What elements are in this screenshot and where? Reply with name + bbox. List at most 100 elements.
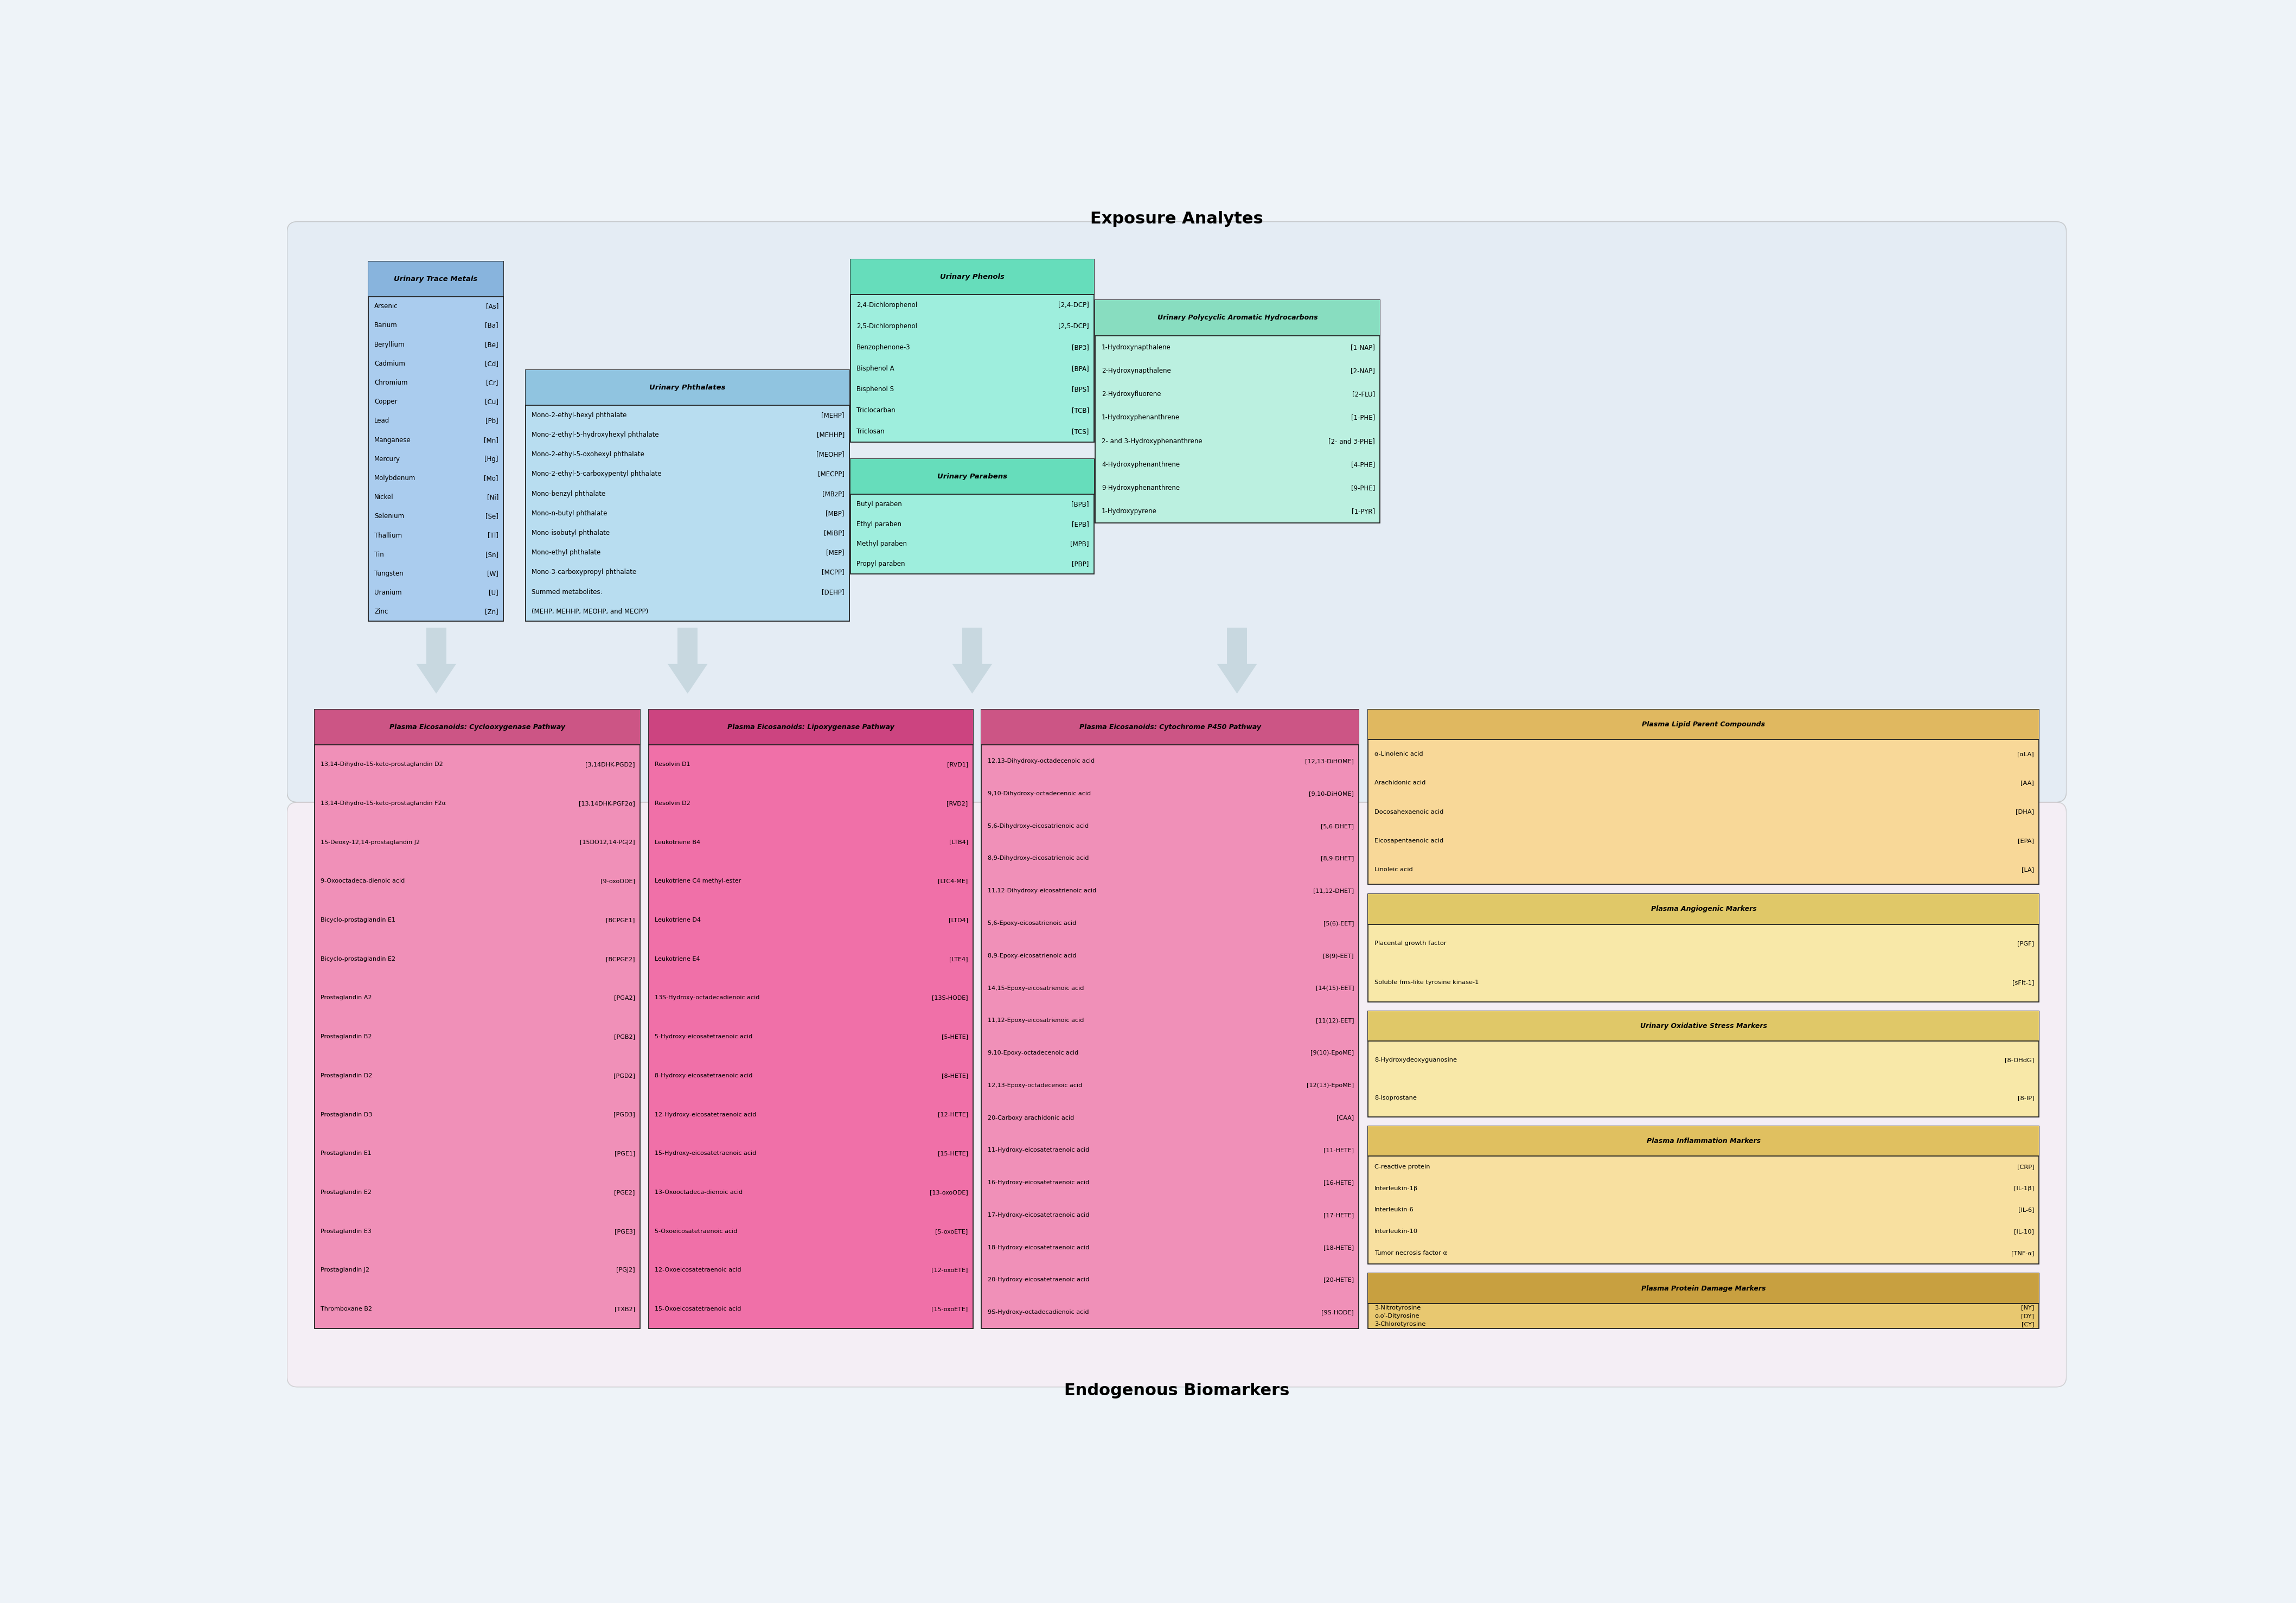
Text: [MEHHP]: [MEHHP] <box>817 431 845 438</box>
Bar <box>1368 1273 2039 1329</box>
Bar <box>427 628 445 664</box>
Bar <box>367 261 503 622</box>
Text: [2-NAP]: [2-NAP] <box>1350 367 1375 375</box>
Text: Urinary Parabens: Urinary Parabens <box>937 473 1008 481</box>
Bar <box>1368 1125 2039 1156</box>
Text: Leukotriene C4 methyl-ester: Leukotriene C4 methyl-ester <box>654 878 742 883</box>
Text: [PGD3]: [PGD3] <box>613 1112 636 1117</box>
Text: 5-Oxoeicosatetraenoic acid: 5-Oxoeicosatetraenoic acid <box>654 1228 737 1234</box>
Text: [Cr]: [Cr] <box>487 380 498 386</box>
Text: [LA]: [LA] <box>2020 867 2034 872</box>
Text: 9-Hydroxyphenanthrene: 9-Hydroxyphenanthrene <box>1102 484 1180 492</box>
Text: 8,9-Dihydroxy-eicosatrienoic acid: 8,9-Dihydroxy-eicosatrienoic acid <box>987 856 1088 861</box>
Text: [Ba]: [Ba] <box>484 322 498 329</box>
Text: [8,9-DHET]: [8,9-DHET] <box>1320 856 1355 861</box>
Text: [MEOHP]: [MEOHP] <box>817 450 845 458</box>
Text: 5,6-Dihydroxy-eicosatrienoic acid: 5,6-Dihydroxy-eicosatrienoic acid <box>987 824 1088 829</box>
Text: Selenium: Selenium <box>374 513 404 519</box>
Bar <box>1095 300 1380 523</box>
Text: Prostaglandin A2: Prostaglandin A2 <box>321 995 372 1000</box>
Text: 9,10-Epoxy-octadecenoic acid: 9,10-Epoxy-octadecenoic acid <box>987 1050 1079 1056</box>
Text: 15-Hydroxy-eicosatetraenoic acid: 15-Hydroxy-eicosatetraenoic acid <box>654 1151 755 1156</box>
Text: 2- and 3-Hydroxyphenanthrene: 2- and 3-Hydroxyphenanthrene <box>1102 438 1203 444</box>
Text: [Hg]: [Hg] <box>484 455 498 463</box>
Text: 12,13-Epoxy-octadecenoic acid: 12,13-Epoxy-octadecenoic acid <box>987 1082 1081 1088</box>
Text: [20-HETE]: [20-HETE] <box>1322 1278 1355 1282</box>
Text: [12,13-DiHOME]: [12,13-DiHOME] <box>1304 758 1355 765</box>
Text: Zinc: Zinc <box>374 608 388 616</box>
Text: [5(6)-EET]: [5(6)-EET] <box>1322 920 1355 927</box>
Text: [1-NAP]: [1-NAP] <box>1350 343 1375 351</box>
Text: [Ni]: [Ni] <box>487 494 498 500</box>
Text: Manganese: Manganese <box>374 436 411 444</box>
Text: Bicyclo-prostaglandin E1: Bicyclo-prostaglandin E1 <box>321 917 395 923</box>
Text: [9-oxoODE]: [9-oxoODE] <box>602 878 636 883</box>
Text: 11,12-Dihydroxy-eicosatrienoic acid: 11,12-Dihydroxy-eicosatrienoic acid <box>987 888 1097 893</box>
Text: Mono-2-ethyl-5-hydroxyhexyl phthalate: Mono-2-ethyl-5-hydroxyhexyl phthalate <box>533 431 659 438</box>
Text: 20-Hydroxy-eicosatetraenoic acid: 20-Hydroxy-eicosatetraenoic acid <box>987 1278 1088 1282</box>
Text: [16-HETE]: [16-HETE] <box>1322 1180 1355 1185</box>
Text: 9-Oxooctadeca-dienoic acid: 9-Oxooctadeca-dienoic acid <box>321 878 404 883</box>
Text: [11,12-DHET]: [11,12-DHET] <box>1313 888 1355 893</box>
Text: Mono-ethyl phthalate: Mono-ethyl phthalate <box>533 550 602 556</box>
Text: Urinary Polycyclic Aromatic Hydrocarbons: Urinary Polycyclic Aromatic Hydrocarbons <box>1157 314 1318 322</box>
Text: [PGA2]: [PGA2] <box>613 995 636 1000</box>
Text: Leukotriene E4: Leukotriene E4 <box>654 957 700 962</box>
Text: Cadmium: Cadmium <box>374 361 406 367</box>
Text: [11-HETE]: [11-HETE] <box>1322 1148 1355 1153</box>
Text: 9,10-Dihydroxy-octadecenoic acid: 9,10-Dihydroxy-octadecenoic acid <box>987 790 1091 797</box>
Text: Leukotriene D4: Leukotriene D4 <box>654 917 700 923</box>
Text: Methyl paraben: Methyl paraben <box>856 540 907 548</box>
Text: 4-Hydroxyphenanthrene: 4-Hydroxyphenanthrene <box>1102 462 1180 468</box>
Text: [TCB]: [TCB] <box>1072 407 1088 414</box>
Text: [PGF]: [PGF] <box>2018 941 2034 946</box>
Text: [8-IP]: [8-IP] <box>2018 1095 2034 1101</box>
Text: [U]: [U] <box>489 590 498 596</box>
Bar <box>315 710 641 745</box>
Text: Uranium: Uranium <box>374 590 402 596</box>
Bar <box>962 628 983 664</box>
Text: [BCPGE1]: [BCPGE1] <box>606 917 636 923</box>
Text: Prostaglandin E1: Prostaglandin E1 <box>321 1151 372 1156</box>
Text: 9S-Hydroxy-octadecadienoic acid: 9S-Hydroxy-octadecadienoic acid <box>987 1310 1088 1314</box>
Text: Summed metabolites:: Summed metabolites: <box>533 588 602 595</box>
Text: [MBzP]: [MBzP] <box>822 491 845 497</box>
Text: [2- and 3-PHE]: [2- and 3-PHE] <box>1329 438 1375 444</box>
FancyBboxPatch shape <box>287 221 2066 801</box>
Text: [Mn]: [Mn] <box>484 436 498 444</box>
Bar <box>1368 710 2039 885</box>
Text: [DEHP]: [DEHP] <box>822 588 845 595</box>
Text: [5-HETE]: [5-HETE] <box>941 1034 969 1039</box>
Text: [Sn]: [Sn] <box>484 551 498 558</box>
Text: [8-OHdG]: [8-OHdG] <box>2004 1058 2034 1063</box>
Text: Molybdenum: Molybdenum <box>374 474 416 481</box>
Text: Plasma Inflammation Markers: Plasma Inflammation Markers <box>1646 1138 1761 1145</box>
Text: [Be]: [Be] <box>484 341 498 348</box>
Text: [13,14DHK-PGF2α]: [13,14DHK-PGF2α] <box>579 800 636 806</box>
Text: [2,5-DCP]: [2,5-DCP] <box>1058 322 1088 330</box>
Text: Mono-2-ethyl-5-carboxypentyl phthalate: Mono-2-ethyl-5-carboxypentyl phthalate <box>533 471 661 478</box>
Text: Prostaglandin D3: Prostaglandin D3 <box>321 1112 372 1117</box>
Text: [RVD2]: [RVD2] <box>946 800 969 806</box>
Text: [EPA]: [EPA] <box>2018 838 2034 843</box>
Text: Triclocarban: Triclocarban <box>856 407 895 414</box>
Text: [LTB4]: [LTB4] <box>948 840 969 845</box>
Text: [Cu]: [Cu] <box>484 398 498 406</box>
Bar <box>1368 1273 2039 1303</box>
Text: [BPS]: [BPS] <box>1072 386 1088 393</box>
Text: Plasma Eicosanoids: Cyclooxygenase Pathway: Plasma Eicosanoids: Cyclooxygenase Pathw… <box>390 723 565 731</box>
Text: Urinary Phenols: Urinary Phenols <box>939 274 1003 281</box>
Text: Bicyclo-prostaglandin E2: Bicyclo-prostaglandin E2 <box>321 957 395 962</box>
Bar <box>850 458 1095 494</box>
Text: [PGE2]: [PGE2] <box>615 1189 636 1196</box>
Text: Arsenic: Arsenic <box>374 303 397 309</box>
Bar <box>647 710 974 1329</box>
Text: [MBP]: [MBP] <box>827 510 845 516</box>
Text: Prostaglandin D2: Prostaglandin D2 <box>321 1072 372 1079</box>
Text: [sFlt-1]: [sFlt-1] <box>2011 979 2034 986</box>
Text: Tin: Tin <box>374 551 383 558</box>
Text: [TNF-α]: [TNF-α] <box>2011 1250 2034 1255</box>
Text: Prostaglandin E3: Prostaglandin E3 <box>321 1228 372 1234</box>
Polygon shape <box>953 664 992 694</box>
Bar <box>367 261 503 297</box>
